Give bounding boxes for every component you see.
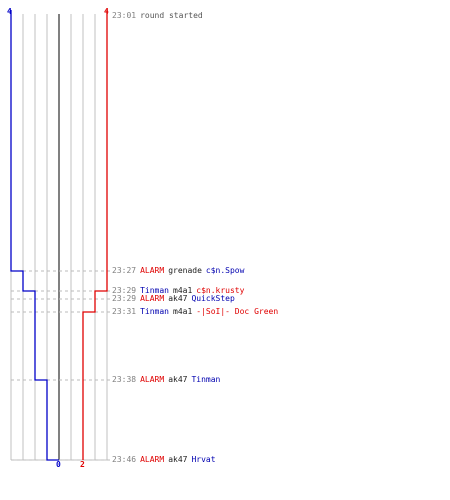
event-part: QuickStep bbox=[191, 294, 235, 303]
event-part: Tinman bbox=[191, 375, 221, 384]
blue-end-counter: 0 bbox=[56, 460, 61, 469]
event-part: ak47 bbox=[168, 294, 188, 303]
event-time: 23:27 bbox=[112, 266, 137, 275]
event-time: 23:01 bbox=[112, 11, 137, 20]
event-row: 23:29 Tinman m4a1 c$n.krusty bbox=[112, 286, 248, 296]
event-row: 23:38 ALARM ak47 Tinman bbox=[112, 375, 224, 385]
blue-team-line bbox=[10, 10, 59, 461]
event-time: 23:29 bbox=[112, 286, 137, 295]
event-part: ak47 bbox=[168, 375, 188, 384]
blue-start-counter: 4 bbox=[7, 7, 12, 16]
event-part: ALARM bbox=[140, 455, 165, 464]
event-row: 23:31 Tinman m4a1 -|SoI|- Doc Green bbox=[112, 307, 282, 317]
round-graph bbox=[10, 10, 110, 461]
event-part: Hrvat bbox=[191, 455, 216, 464]
event-row: 23:27 ALARM grenade c$n.Spow bbox=[112, 266, 248, 276]
event-row: 23:29 ALARM ak47 QuickStep bbox=[112, 294, 239, 304]
event-part: ALARM bbox=[140, 375, 165, 384]
event-part: Tinman bbox=[140, 307, 169, 316]
event-part: grenade bbox=[168, 266, 202, 275]
event-part: Tinman bbox=[140, 286, 169, 295]
event-part: ALARM bbox=[140, 294, 165, 303]
event-row: 23:46 ALARM ak47 Hrvat bbox=[112, 455, 220, 465]
event-time: 23:31 bbox=[112, 307, 137, 316]
red-end-counter: 2 bbox=[80, 460, 85, 469]
red-start-counter: 4 bbox=[104, 7, 109, 16]
event-part: ak47 bbox=[168, 455, 188, 464]
event-part: c$n.krusty bbox=[196, 286, 245, 295]
event-part: ALARM bbox=[140, 266, 165, 275]
event-part: -|SoI|- Doc Green bbox=[196, 307, 279, 316]
event-part: m4a1 bbox=[173, 286, 193, 295]
event-time: 23:29 bbox=[112, 294, 137, 303]
event-part: c$n.Spow bbox=[205, 266, 245, 275]
event-row: 23:01 round started bbox=[112, 11, 207, 21]
event-time: 23:46 bbox=[112, 455, 137, 464]
event-time: 23:38 bbox=[112, 375, 137, 384]
event-part: m4a1 bbox=[173, 307, 193, 316]
event-part: round started bbox=[140, 11, 203, 20]
red-team-line bbox=[82, 10, 108, 460]
